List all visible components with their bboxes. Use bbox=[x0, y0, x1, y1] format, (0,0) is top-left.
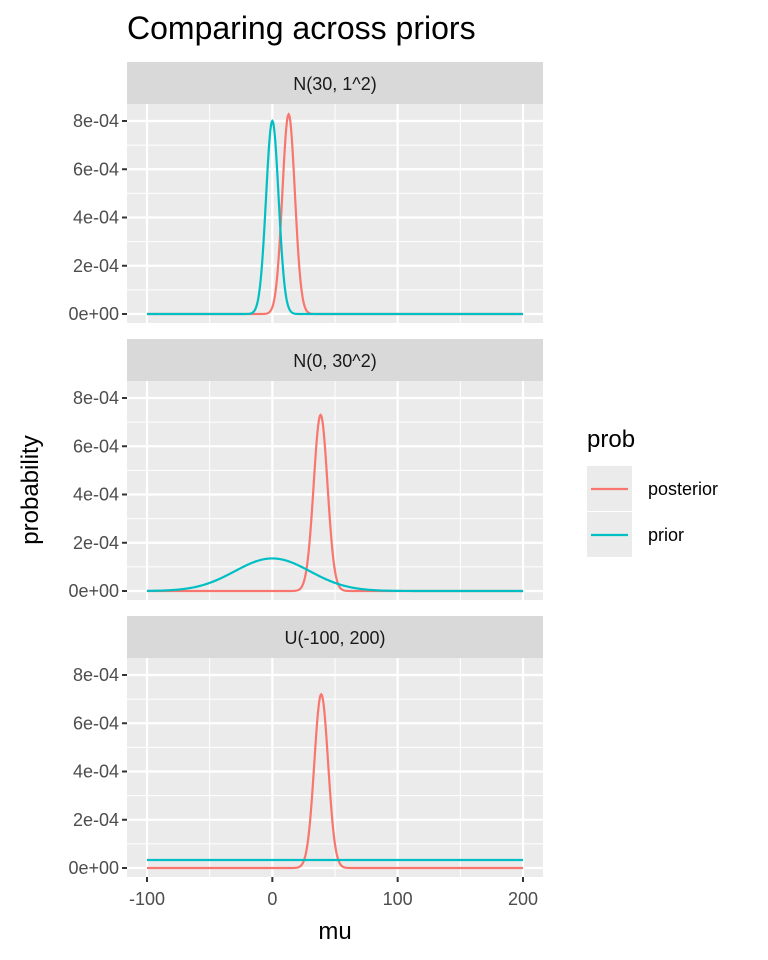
x-tick-label: 200 bbox=[508, 889, 538, 909]
facet-strip bbox=[127, 616, 543, 658]
y-tick-label: 2e-04 bbox=[73, 256, 119, 276]
x-tick-label: -100 bbox=[129, 889, 165, 909]
y-tick-label: 0e+00 bbox=[68, 581, 119, 601]
chart-title: Comparing across priors bbox=[127, 10, 476, 46]
y-tick-label: 2e-04 bbox=[73, 533, 119, 553]
y-tick-label: 8e-04 bbox=[73, 111, 119, 131]
x-tick-label: 0 bbox=[267, 889, 277, 909]
y-tick-label: 8e-04 bbox=[73, 665, 119, 685]
legend-label: posterior bbox=[648, 479, 718, 499]
y-axis-title: probability bbox=[17, 435, 44, 544]
facet-label: U(-100, 200) bbox=[284, 628, 385, 648]
y-tick-label: 4e-04 bbox=[73, 208, 119, 228]
y-tick-label: 0e+00 bbox=[68, 304, 119, 324]
x-tick-label: 100 bbox=[383, 889, 413, 909]
y-tick-label: 2e-04 bbox=[73, 810, 119, 830]
y-tick-label: 4e-04 bbox=[73, 762, 119, 782]
series-line-posterior bbox=[147, 692, 523, 870]
y-tick-label: 8e-04 bbox=[73, 388, 119, 408]
series-line-prior bbox=[147, 557, 523, 593]
legend-label: prior bbox=[648, 525, 684, 545]
y-tick-label: 6e-04 bbox=[73, 159, 119, 179]
facet-strip bbox=[127, 339, 543, 381]
legend-title: prob bbox=[587, 426, 635, 453]
y-tick-label: 0e+00 bbox=[68, 858, 119, 878]
facet-label: N(30, 1^2) bbox=[293, 74, 376, 94]
y-tick-label: 6e-04 bbox=[73, 713, 119, 733]
x-axis-title: mu bbox=[318, 918, 351, 945]
y-tick-label: 6e-04 bbox=[73, 436, 119, 456]
y-tick-label: 4e-04 bbox=[73, 485, 119, 505]
series-line-prior bbox=[147, 118, 523, 316]
facet-label: N(0, 30^2) bbox=[293, 351, 376, 371]
facet-strip bbox=[127, 62, 543, 104]
